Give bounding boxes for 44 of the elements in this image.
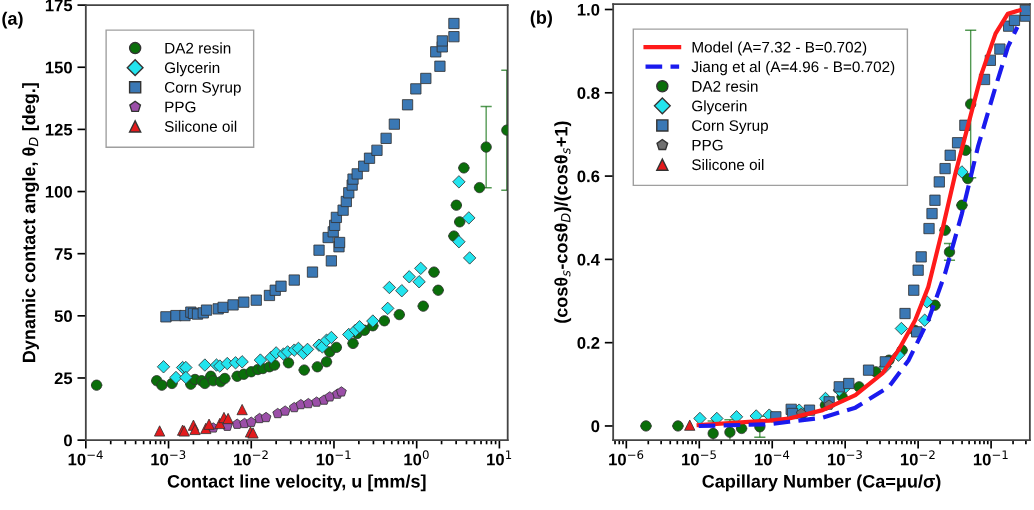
x-tick-label: 10$^{−4}$ [68, 450, 103, 466]
legend-label: Corn Syrup [692, 120, 768, 134]
x-tick-label: 10$^{−1}$ [973, 450, 1008, 466]
chart-title: (b) [530, 10, 552, 28]
x-tick-label: 10$^{1}$ [487, 450, 512, 466]
y-tick-label: 175 [45, 0, 73, 12]
y-tick-label: 0.8 [577, 87, 600, 99]
legend-label: PPG [165, 101, 196, 113]
y-tick-label: 0.6 [577, 170, 600, 183]
legend-label: Glycerin [692, 100, 747, 115]
x-tick-label: 10$^{−2}$ [234, 450, 268, 466]
legend-label: Glycerin [164, 61, 220, 77]
x-tick-label: 10$^{−5}$ [682, 450, 716, 466]
y-axis-title: (cosθ$_{s}$-cosθ$_{D}$)/(cosθ$_{s}$+1) [554, 121, 572, 323]
y-tick-label: 0 [591, 420, 600, 433]
legend-label: Model (A=7.32 - B=0.702) [692, 41, 867, 56]
legend-label: Corn Syrup [164, 81, 241, 96]
x-tick-label: 10$^{−2}$ [900, 450, 935, 466]
legend-label: PPG [692, 139, 723, 151]
x-tick-label: 10$^{−6}$ [609, 450, 644, 466]
y-tick-label: 1.0 [577, 3, 600, 16]
x-tick-label: 10$^{−3}$ [151, 450, 186, 466]
y-tick-label: 150 [45, 61, 72, 74]
chart-title: (a) [2, 11, 23, 29]
legend-label: Silicone oil [164, 120, 237, 132]
x-tick-label: 10$^{−1}$ [316, 450, 351, 466]
x-tick-label: 10$^{0}$ [404, 450, 429, 466]
y-tick-label: 0 [64, 434, 72, 447]
y-tick-label: 25 [54, 372, 73, 385]
x-axis-title: Capillary Number (Ca=μu/σ) [702, 474, 941, 492]
y-tick-label: 0.2 [577, 337, 600, 349]
legend-label: DA2 resin [165, 42, 231, 54]
y-tick-label: 50 [54, 310, 72, 323]
x-axis-title: Contact line velocity, u [mm/s] [167, 474, 426, 492]
y-tick-label: 125 [45, 123, 73, 136]
x-tick-label: 10$^{−4}$ [755, 450, 790, 466]
y-tick-label: 0.4 [577, 253, 600, 266]
legend-label: Silicone oil [692, 158, 764, 171]
legend-label: Jiang et al (A=4.96 - B=0.702) [691, 60, 895, 76]
y-axis-title: Dynamic contact angle, θ$_{D}$ [deg.] [22, 83, 40, 362]
x-tick-label: 10$^{−3}$ [827, 450, 862, 466]
y-tick-label: 100 [45, 185, 72, 198]
legend-label: DA2 resin [692, 80, 758, 92]
y-tick-label: 75 [54, 248, 73, 260]
